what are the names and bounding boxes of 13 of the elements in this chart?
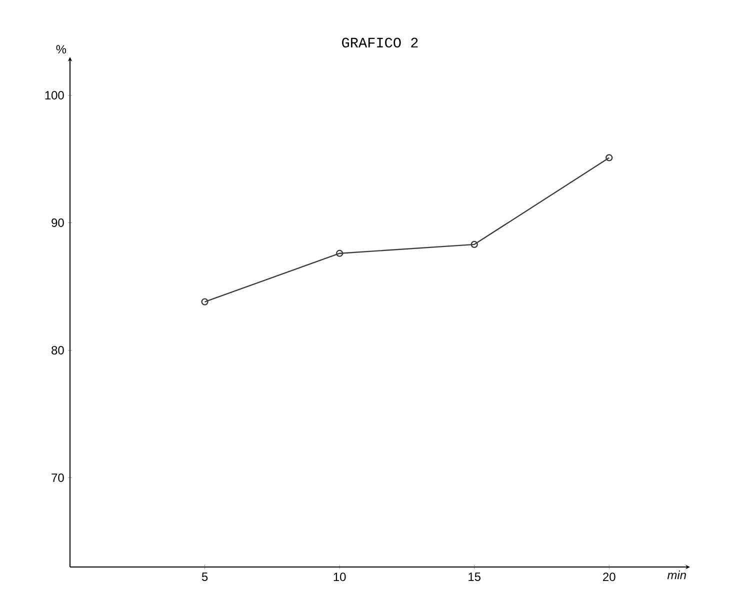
x-tick-label: 15 <box>468 572 480 581</box>
point <box>336 250 344 257</box>
x-axis-title: min <box>667 570 686 580</box>
y-axis-title: % <box>56 45 66 54</box>
point <box>470 240 478 248</box>
y-tick-label: 70 <box>52 474 64 482</box>
y-tick-label: 100 <box>45 91 64 100</box>
x-tick-label: 10 <box>334 572 346 582</box>
y-tick-label: 90 <box>52 218 64 227</box>
chart-title: GRAFICO 2 <box>342 38 418 48</box>
y-tick-label: 80 <box>52 346 64 354</box>
x-tick-label: 20 <box>603 572 616 582</box>
x-tick-label: 5 <box>202 572 208 581</box>
